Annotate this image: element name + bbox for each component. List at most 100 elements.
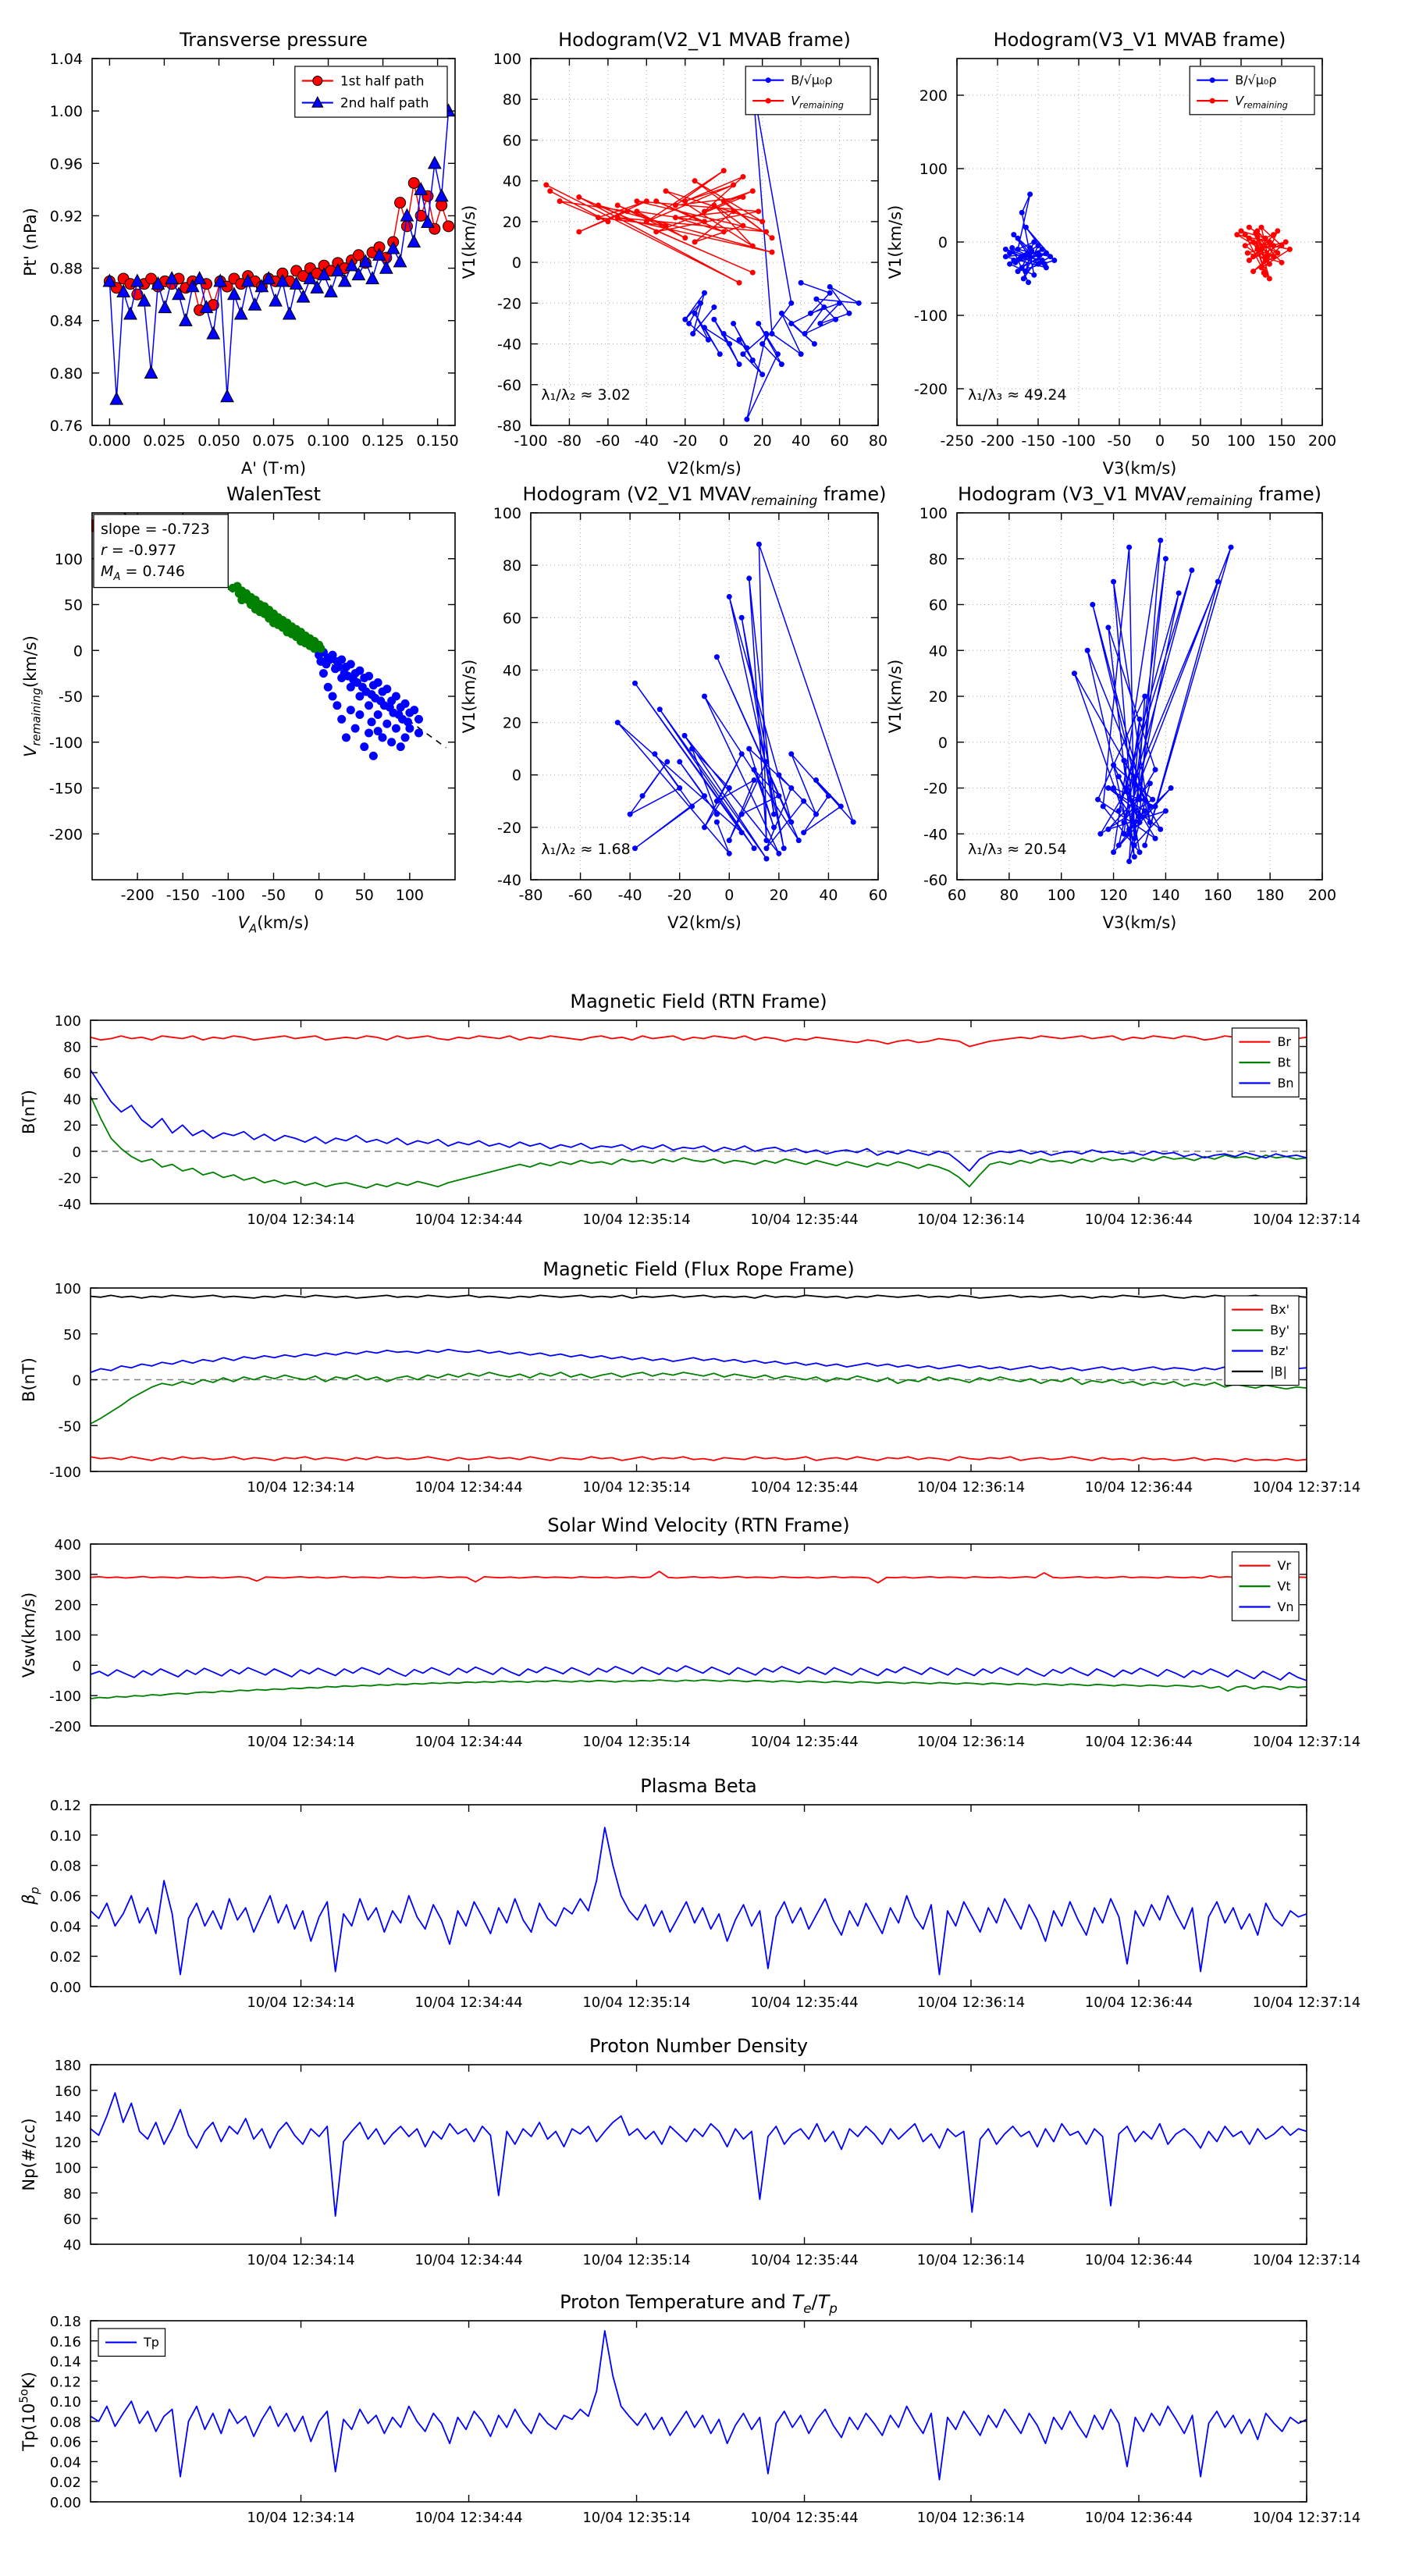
svg-text:10/04 12:37:14: 10/04 12:37:14	[1253, 1994, 1361, 2011]
svg-text:WalenTest: WalenTest	[226, 483, 321, 505]
svg-text:V3(km/s): V3(km/s)	[1103, 913, 1177, 932]
svg-text:60: 60	[929, 597, 948, 614]
svg-text:120: 120	[55, 2135, 81, 2151]
svg-text:0.100: 0.100	[307, 432, 349, 450]
svg-text:-150: -150	[49, 781, 83, 798]
svg-text:λ₁/λ₂ ≈ 1.68: λ₁/λ₂ ≈ 1.68	[541, 841, 630, 858]
svg-text:10/04 12:34:14: 10/04 12:34:14	[247, 1212, 354, 1228]
svg-text:10/04 12:37:14: 10/04 12:37:14	[1253, 1212, 1361, 1228]
svg-text:20: 20	[929, 688, 948, 706]
svg-text:10/04 12:35:44: 10/04 12:35:44	[750, 2510, 858, 2526]
svg-text:Hodogram (V3_V1 MVAVremaining: Hodogram (V3_V1 MVAVremaining frame)	[958, 483, 1321, 508]
svg-text:-20: -20	[673, 432, 697, 450]
svg-text:100: 100	[55, 1013, 81, 1030]
svg-text:-20: -20	[497, 295, 521, 312]
svg-text:20: 20	[503, 715, 521, 732]
svg-text:-40: -40	[497, 872, 521, 889]
svg-text:V2(km/s): V2(km/s)	[667, 459, 742, 478]
svg-text:0.16: 0.16	[50, 2334, 81, 2350]
svg-text:100: 100	[919, 505, 948, 522]
svg-text:-60: -60	[923, 872, 948, 889]
svg-text:10/04 12:35:44: 10/04 12:35:44	[750, 2252, 858, 2268]
svg-text:-50: -50	[59, 688, 83, 706]
svg-text:λ₁/λ₃ ≈ 20.54: λ₁/λ₃ ≈ 20.54	[968, 841, 1067, 858]
svg-text:10/04 12:35:14: 10/04 12:35:14	[582, 2252, 690, 2268]
svg-text:-40: -40	[497, 336, 521, 354]
svg-text:-100: -100	[914, 308, 948, 325]
svg-text:50: 50	[1191, 432, 1210, 450]
svg-text:-200: -200	[914, 381, 948, 398]
svg-text:-20: -20	[59, 1170, 81, 1187]
svg-text:βp: βp	[20, 1887, 41, 1905]
svg-text:50: 50	[63, 1327, 81, 1343]
svg-text:10/04 12:35:14: 10/04 12:35:14	[582, 2510, 690, 2526]
svg-text:A' (T·m): A' (T·m)	[241, 459, 306, 478]
svg-text:0.92: 0.92	[50, 208, 83, 225]
svg-text:0: 0	[73, 1658, 81, 1674]
svg-text:Hodogram (V2_V1 MVAVremaining: Hodogram (V2_V1 MVAVremaining frame)	[522, 483, 886, 508]
svg-text:20: 20	[770, 887, 788, 904]
svg-text:-50: -50	[1107, 432, 1131, 450]
svg-text:100: 100	[55, 551, 83, 568]
svg-text:10/04 12:37:14: 10/04 12:37:14	[1253, 2252, 1361, 2268]
svg-text:160: 160	[55, 2083, 81, 2100]
plasma-beta-canvas: 10/04 12:34:14 10/04 12:34:44 10/04 12:35:…	[20, 1775, 1361, 2011]
svg-text:150: 150	[1268, 432, 1296, 450]
svg-text:10/04 12:37:14: 10/04 12:37:14	[1253, 1479, 1361, 1496]
svg-text:Bx': Bx'	[1270, 1302, 1289, 1317]
svg-text:-80: -80	[557, 432, 582, 450]
svg-text:200: 200	[919, 87, 948, 105]
svg-text:Vremaining: Vremaining	[1235, 94, 1288, 111]
hodogram-v2v1-mvav-canvas: -80 -60 -40 -20 0 20 40 60 -40 -20 0 20 40 60 80 100Hod…	[460, 483, 887, 932]
svg-text:180: 180	[55, 2058, 81, 2074]
svg-text:0.075: 0.075	[252, 432, 294, 450]
svg-text:-100: -100	[1062, 432, 1095, 450]
svg-text:10/04 12:36:44: 10/04 12:36:44	[1085, 2252, 1193, 2268]
svg-text:-20: -20	[497, 820, 521, 837]
svg-text:Plasma Beta: Plasma Beta	[640, 1775, 756, 1797]
svg-text:40: 40	[503, 662, 521, 679]
svg-text:10/04 12:35:14: 10/04 12:35:14	[582, 1479, 690, 1496]
svg-text:10/04 12:35:44: 10/04 12:35:44	[750, 1212, 858, 1228]
svg-text:10/04 12:36:44: 10/04 12:36:44	[1085, 2510, 1193, 2526]
svg-text:Magnetic Field (RTN Frame): Magnetic Field (RTN Frame)	[570, 991, 827, 1012]
svg-text:0.050: 0.050	[197, 432, 240, 450]
magnetic-rtn-canvas: 10/04 12:34:14 10/04 12:34:44 10/04 12:35:…	[20, 991, 1361, 1228]
svg-text:10/04 12:36:14: 10/04 12:36:14	[917, 1994, 1025, 2011]
svg-text:60: 60	[503, 132, 521, 149]
svg-text:Tp(105oK): Tp(105oK)	[18, 2371, 38, 2451]
svg-text:Vremaining: Vremaining	[791, 94, 844, 111]
svg-text:10/04 12:34:14: 10/04 12:34:14	[247, 1734, 354, 1750]
svg-text:10/04 12:35:14: 10/04 12:35:14	[582, 1212, 690, 1228]
svg-text:40: 40	[819, 887, 838, 904]
svg-text:Pt' (nPa): Pt' (nPa)	[21, 208, 40, 276]
svg-text:-100: -100	[49, 1464, 81, 1481]
svg-text:0.000: 0.000	[88, 432, 130, 450]
svg-text:-250: -250	[940, 432, 973, 450]
svg-text:0.04: 0.04	[50, 2454, 81, 2471]
svg-text:10/04 12:34:44: 10/04 12:34:44	[414, 1212, 522, 1228]
svg-text:VA(km/s): VA(km/s)	[238, 913, 309, 935]
svg-text:0.00: 0.00	[50, 1980, 81, 1996]
svg-text:100: 100	[55, 1281, 81, 1297]
svg-text:V1(km/s): V1(km/s)	[886, 660, 905, 734]
walen-test-canvas: -200 -150 -100 -50 0 50 100 -200 -150 -100 -50 0 50 1…	[21, 483, 456, 935]
svg-text:Vremaining(km/s): Vremaining(km/s)	[21, 635, 43, 757]
svg-text:60: 60	[830, 432, 848, 450]
svg-text:-50: -50	[261, 887, 286, 904]
svg-text:0.02: 0.02	[50, 2475, 81, 2491]
svg-text:50: 50	[355, 887, 374, 904]
svg-text:Proton Number Density: Proton Number Density	[589, 2035, 808, 2057]
svg-text:10/04 12:36:44: 10/04 12:36:44	[1085, 1734, 1193, 1750]
svg-text:-150: -150	[166, 887, 200, 904]
svg-text:0: 0	[938, 735, 948, 752]
svg-text:0.06: 0.06	[50, 2435, 81, 2451]
svg-text:Bz': Bz'	[1270, 1343, 1289, 1358]
svg-text:80: 80	[503, 557, 521, 575]
svg-text:Br: Br	[1277, 1034, 1291, 1049]
svg-text:0: 0	[1155, 432, 1165, 450]
svg-text:0: 0	[724, 887, 734, 904]
svg-text:10/04 12:34:44: 10/04 12:34:44	[414, 1734, 522, 1750]
svg-text:B(nT): B(nT)	[20, 1090, 38, 1134]
svg-text:V1(km/s): V1(km/s)	[460, 660, 478, 734]
